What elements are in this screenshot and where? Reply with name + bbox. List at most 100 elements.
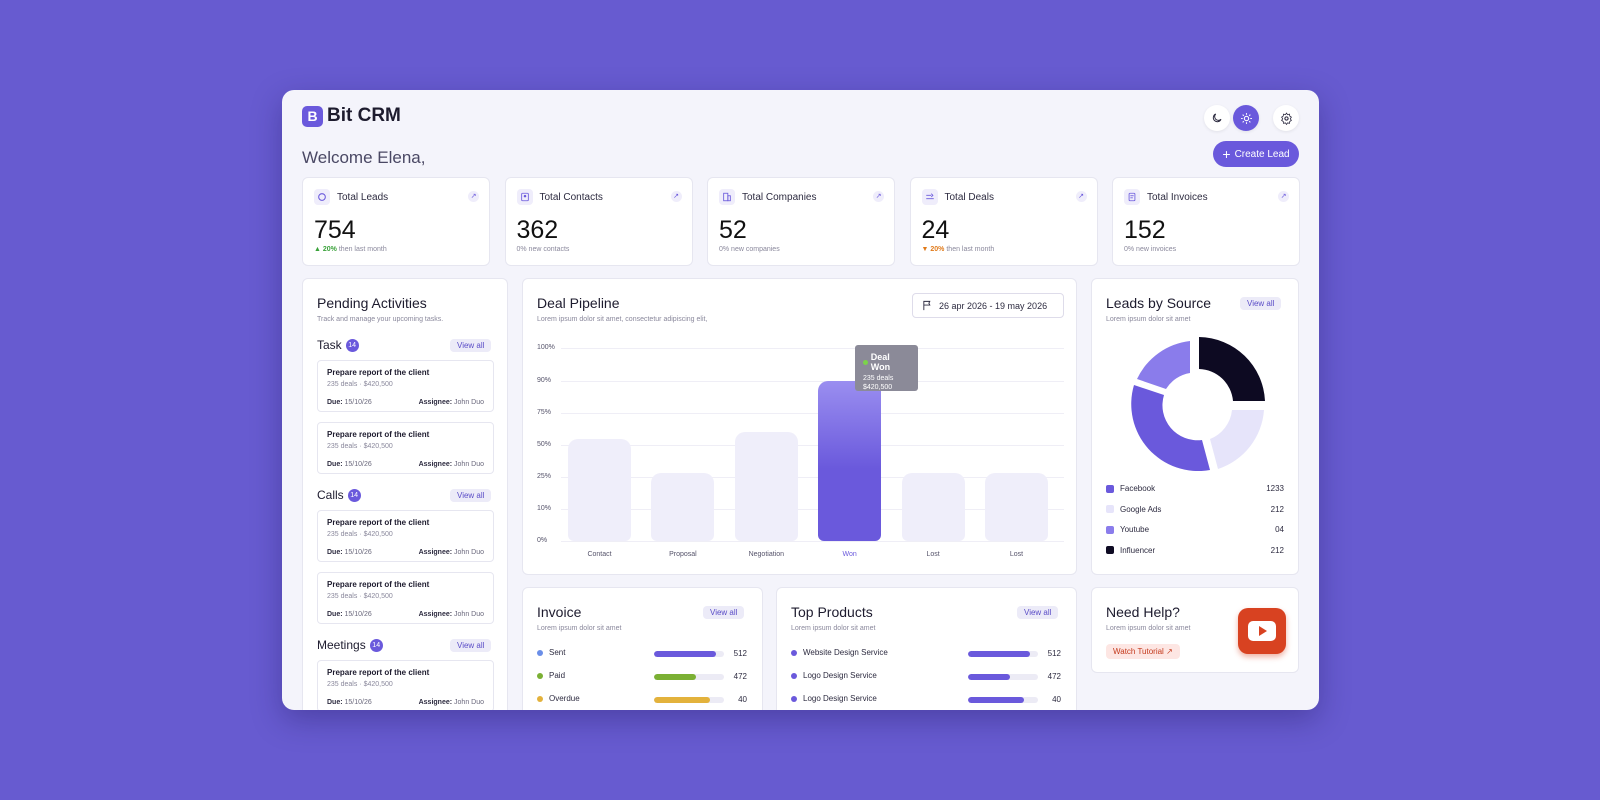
calls-view-all-button[interactable]: View all [450,489,492,502]
list-value: 472 [733,672,747,681]
progress-track [968,651,1038,657]
legend-item: Google Ads 212 [1106,505,1284,514]
assignee-label: Assignee: [418,461,453,468]
arrow-up-right-icon[interactable]: ↗ [1278,191,1289,202]
stat-header: Total Contacts [516,189,603,205]
dark-mode-button[interactable] [1204,105,1230,131]
moon-icon [1212,113,1222,123]
youtube-icon [1248,621,1276,641]
date-range-text: 26 apr 2026 - 19 may 2026 [939,300,1048,311]
grid-line [561,509,1064,510]
watch-tutorial-button[interactable]: Watch Tutorial ↗ [1106,644,1180,659]
stat-card[interactable]: Total Contacts ↗ 362 0% new contacts [504,177,693,266]
contacts-icon [516,189,533,205]
stat-card[interactable]: Total Deals ↗ 24 ▼ 20% then last month [909,177,1098,266]
tooltip-amount: $420,500 [863,384,893,391]
list-dot [537,672,543,679]
create-lead-button[interactable]: + Create Lead [1213,141,1299,167]
list-item: Website Design Service [791,648,888,657]
donut-slice-facebook [1131,385,1210,472]
leads-source-view-all-button[interactable]: View all [1240,297,1282,310]
arrow-up-right-icon: ↗ [1166,647,1173,656]
status-dot-icon [863,359,868,365]
grid-line [561,445,1064,446]
grid-line [561,541,1064,542]
legend-label: Google Ads [1120,504,1162,514]
invoice-view-all-button[interactable]: View all [703,606,745,619]
watch-tutorial-label: Watch Tutorial [1113,647,1164,656]
section-title: Calls [317,488,344,502]
need-help-card: Need Help? Lorem ipsum dolor sit amet Wa… [1091,587,1299,673]
activity-due: Due: 15/10/26 [327,549,372,556]
legend-item: Influencer 212 [1106,546,1284,555]
list-item: Paid [537,671,565,680]
tooltip-title: Deal Won [870,352,891,372]
stat-label: Total Leads [337,191,389,203]
legend-item: Facebook 1233 [1106,484,1284,493]
bar-contact[interactable] [568,438,631,541]
list-dot [537,695,543,702]
section-title: Task [317,338,342,352]
activity-title: Prepare report of the client [327,518,430,527]
stat-label: Total Contacts [539,191,603,203]
top-products-title: Top Products [791,604,873,620]
stat-label: Total Companies [742,191,817,203]
activity-card[interactable]: Prepare report of the client 235 deals ·… [317,422,494,474]
activity-assignee: Assignee: John Duo [419,461,484,468]
bar-lost[interactable] [901,473,965,541]
stat-card[interactable]: Total Leads ↗ 754 ▲ 20% then last month [302,177,490,266]
arrow-up-right-icon[interactable]: ↗ [468,191,479,202]
app-window: B Bit CRM Welcome Elena, + Create Lead T… [282,90,1319,710]
x-tick-label: Proposal [669,551,697,558]
activity-assignee: Assignee: John Duo [419,549,484,556]
bar-negotiation[interactable] [734,432,798,541]
activity-assignee: Assignee: John Duo [419,699,484,706]
settings-button[interactable] [1273,105,1299,131]
activity-card[interactable]: Prepare report of the client 235 deals ·… [317,360,494,412]
stat-header: Total Companies [719,189,816,205]
stat-value: 152 [1124,216,1166,244]
bar-won[interactable] [818,381,882,541]
due-date: 15/10/26 [344,699,372,706]
stat-subtext: ▲ 20% then last month [314,246,387,253]
leads-icon [314,189,330,205]
arrow-up-right-icon[interactable]: ↗ [1075,191,1087,202]
bar-lost[interactable] [985,473,1048,541]
y-tick-label: 50% [537,441,552,448]
task-view-all-button[interactable]: View all [450,339,492,352]
activity-card[interactable]: Prepare report of the client 235 deals ·… [317,572,494,624]
bar-proposal[interactable] [651,473,715,541]
deals-icon [921,189,938,205]
stat-subtext: 0% new companies [719,246,780,253]
list-label: Logo Design Service [803,671,877,680]
activity-due: Due: 15/10/26 [327,461,372,468]
top-products-subtitle: Lorem ipsum dolor sit amet [791,625,876,632]
activity-card[interactable]: Prepare report of the client 235 deals ·… [317,510,494,562]
arrow-up-right-icon[interactable]: ↗ [670,191,682,202]
legend-swatch [1106,525,1114,534]
leads-source-title: Leads by Source [1106,295,1212,311]
stat-card[interactable]: Total Invoices ↗ 152 0% new invoices [1112,177,1300,266]
meetings-view-all-button[interactable]: View all [450,639,492,652]
x-tick-label: Negotiation [748,551,784,558]
logo[interactable]: B Bit CRM [302,105,401,127]
activity-due: Due: 15/10/26 [327,399,372,406]
date-range-picker[interactable]: 26 apr 2026 - 19 may 2026 [912,293,1064,318]
list-dot [791,672,797,679]
top-products-view-all-button[interactable]: View all [1017,606,1059,619]
youtube-button[interactable] [1238,608,1286,654]
light-mode-button[interactable] [1233,105,1259,131]
sun-icon [1240,112,1252,124]
invoices-icon [1124,189,1140,205]
stat-card[interactable]: Total Companies ↗ 52 0% new companies [707,177,895,266]
activity-card[interactable]: Prepare report of the client 235 deals ·… [317,660,494,710]
assignee-label: Assignee: [418,611,453,618]
companies-icon [719,189,735,205]
arrow-up-right-icon[interactable]: ↗ [873,191,884,202]
stat-label: Total Invoices [1147,191,1208,203]
due-label: Due: [327,461,343,468]
stat-note: 0% new companies [719,246,780,253]
activity-meta: 235 deals · $420,500 [327,531,393,538]
stat-note: then last month [946,246,995,253]
activity-assignee: Assignee: John Duo [419,611,484,618]
